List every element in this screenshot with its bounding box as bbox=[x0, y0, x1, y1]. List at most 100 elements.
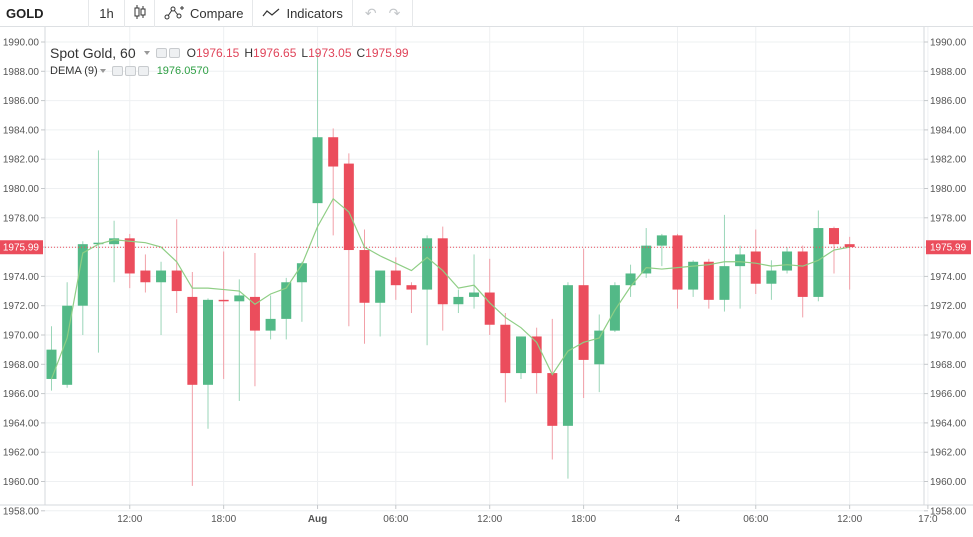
right-axis-tick-label: 1962.00 bbox=[930, 448, 967, 459]
candlestick-series bbox=[46, 53, 855, 486]
compare-button[interactable]: Compare bbox=[155, 0, 254, 27]
right-axis-tick-label: 1990.00 bbox=[930, 38, 967, 49]
right-axis-tick-label: 1980.00 bbox=[930, 184, 967, 195]
candle-down bbox=[328, 128, 339, 236]
candle-body bbox=[359, 250, 370, 303]
indicator-legend-row: DEMA (9) 1976.0570 bbox=[50, 62, 409, 80]
candle-body bbox=[782, 251, 793, 271]
right-axis-tick-label: 1978.00 bbox=[930, 213, 967, 224]
candle-up bbox=[77, 241, 88, 335]
candle-up bbox=[265, 295, 276, 340]
candle-body bbox=[281, 282, 292, 319]
candle-down bbox=[547, 318, 558, 460]
candle-up bbox=[656, 233, 667, 267]
series-menu-caret-icon[interactable] bbox=[143, 51, 150, 55]
series-settings-icon[interactable] bbox=[168, 48, 180, 58]
candle-body bbox=[719, 266, 730, 300]
time-axis-tick-label: 17:0 bbox=[918, 514, 938, 525]
candle-down bbox=[500, 313, 511, 403]
redo-icon[interactable]: ↷ bbox=[388, 4, 401, 21]
undo-redo-group: ↶ ↷ bbox=[353, 0, 414, 27]
left-axis-tick-label: 1990.00 bbox=[3, 38, 40, 49]
candle-up bbox=[782, 247, 793, 274]
series-legend-row: Spot Gold, 60 O 1976.15 H 1976.65 L 1973.05… bbox=[50, 44, 409, 62]
candle-body bbox=[187, 296, 198, 385]
candle-body bbox=[735, 254, 746, 267]
candle-up bbox=[156, 261, 167, 335]
candle-body bbox=[562, 285, 573, 426]
candle-body bbox=[656, 235, 667, 246]
undo-icon[interactable]: ↶ bbox=[364, 4, 377, 21]
chart-legend: Spot Gold, 60 O 1976.15 H 1976.65 L 1973.05… bbox=[50, 44, 409, 80]
indicator-remove-icon[interactable] bbox=[137, 66, 149, 76]
series-title: Spot Gold, 60 bbox=[50, 45, 136, 61]
last-price-label-right-bg bbox=[926, 240, 971, 255]
left-axis-tick-label: 1970.00 bbox=[3, 331, 40, 342]
candle-body bbox=[343, 163, 354, 251]
candle-up bbox=[109, 220, 120, 283]
candle-body bbox=[547, 373, 558, 426]
candle-up bbox=[453, 289, 464, 314]
right-axis-tick-label: 1964.00 bbox=[930, 418, 967, 429]
right-axis-tick-label: 1988.00 bbox=[930, 67, 967, 78]
right-axis-tick-label: 1970.00 bbox=[930, 331, 967, 342]
candle-down bbox=[359, 229, 370, 344]
right-axis-tick-label: 1986.00 bbox=[930, 96, 967, 107]
ohlc-open-value: 1976.15 bbox=[195, 46, 240, 60]
candle-body bbox=[766, 270, 777, 284]
candle-up bbox=[312, 53, 323, 248]
price-chart[interactable]: 1990.00 1988.00 1986.00 1984.00 1982.00 1980.… bbox=[0, 27, 973, 532]
candle-down bbox=[672, 233, 683, 309]
candle-body bbox=[797, 251, 808, 297]
left-axis-tick-label: 1962.00 bbox=[3, 448, 40, 459]
right-axis-tick-label: 1972.00 bbox=[930, 301, 967, 312]
ohlc-open-key: O bbox=[186, 46, 196, 60]
left-axis-tick-label: 1978.00 bbox=[3, 213, 40, 224]
candle-body bbox=[124, 238, 135, 274]
candle-up bbox=[469, 254, 480, 309]
candle-body bbox=[750, 251, 761, 284]
left-axis-tick-label: 1988.00 bbox=[3, 67, 40, 78]
right-price-axis[interactable]: 1990.00 1988.00 1986.00 1984.00 1982.00 1980.… bbox=[923, 27, 967, 517]
candle-body bbox=[703, 261, 714, 300]
candle-up bbox=[234, 279, 245, 401]
indicator-settings-icon[interactable] bbox=[124, 66, 136, 76]
right-axis-tick-label: 1960.00 bbox=[930, 477, 967, 488]
candle-up bbox=[625, 264, 636, 297]
candle-body bbox=[109, 238, 120, 245]
left-axis-tick-label: 1984.00 bbox=[3, 125, 40, 136]
candle-up bbox=[422, 235, 433, 346]
time-axis-tick-label: 12:00 bbox=[477, 514, 502, 525]
left-axis-tick-label: 1966.00 bbox=[3, 389, 40, 400]
chart-type-button[interactable] bbox=[125, 0, 155, 27]
indicator-value: 1976.0570 bbox=[156, 65, 209, 77]
symbol-search[interactable]: GOLD bbox=[0, 0, 89, 27]
candle-body bbox=[265, 318, 276, 331]
candle-body bbox=[218, 299, 229, 302]
candle-up bbox=[735, 245, 746, 309]
time-axis-tick-label: Aug bbox=[308, 514, 327, 525]
last-price-label-left: 1975.99 bbox=[3, 243, 40, 254]
candle-down bbox=[797, 245, 808, 318]
time-axis[interactable]: 12:00 18:00 Aug 06:00 12:00 18:00 4 06:00 12:00 1… bbox=[0, 504, 973, 525]
series-visibility-icon[interactable] bbox=[155, 48, 167, 58]
candles-icon bbox=[133, 4, 147, 23]
time-axis-tick-label: 12:00 bbox=[117, 514, 142, 525]
indicator-menu-caret-icon[interactable] bbox=[99, 69, 106, 73]
candle-down bbox=[218, 251, 229, 379]
right-axis-tick-label: 1974.00 bbox=[930, 272, 967, 283]
chart-area[interactable]: 1990.00 1988.00 1986.00 1984.00 1982.00 1980.… bbox=[0, 27, 973, 532]
interval-button[interactable]: 1h bbox=[89, 0, 125, 27]
dema-line bbox=[50, 197, 850, 380]
candle-up bbox=[375, 270, 386, 337]
left-axis-tick-label: 1982.00 bbox=[3, 155, 40, 166]
left-axis-tick-label: 1972.00 bbox=[3, 301, 40, 312]
candle-down bbox=[484, 258, 495, 335]
candle-body bbox=[234, 295, 245, 302]
indicator-visibility-icon[interactable] bbox=[111, 66, 123, 76]
candle-down bbox=[406, 282, 417, 314]
right-axis-tick-label: 1958.00 bbox=[930, 506, 967, 517]
symbol-label: GOLD bbox=[6, 5, 44, 21]
candle-up bbox=[93, 150, 104, 353]
indicators-button[interactable]: Indicators bbox=[253, 0, 353, 27]
